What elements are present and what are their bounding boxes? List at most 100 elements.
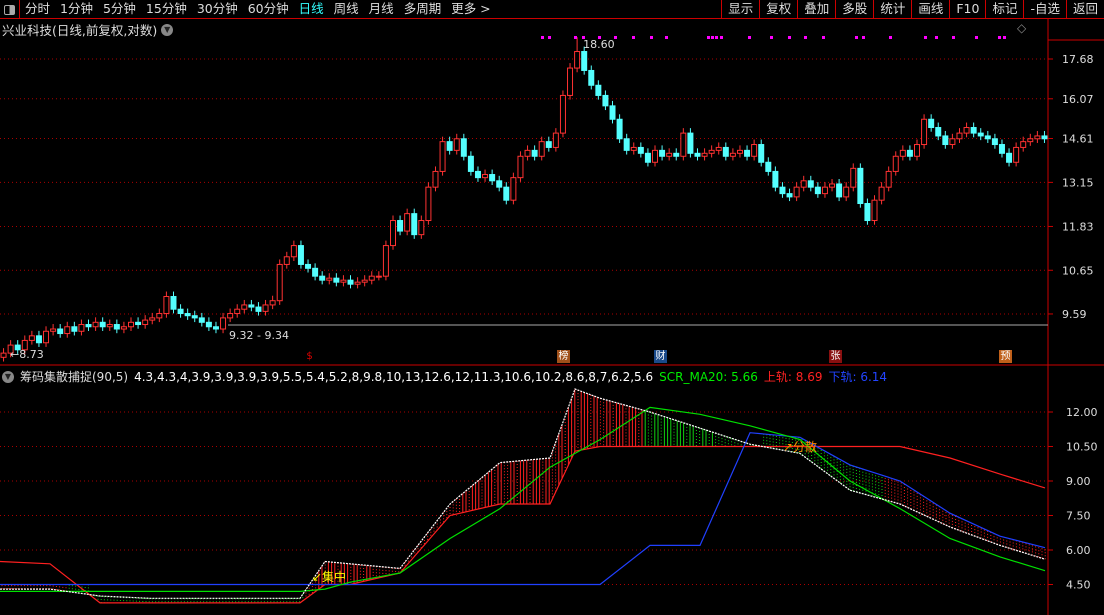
- signal-dot: [952, 36, 955, 39]
- candle: [921, 118, 928, 146]
- candle: [836, 183, 843, 198]
- candle: [28, 335, 35, 341]
- candle: [885, 170, 892, 188]
- tab-period[interactable]: 1分钟: [60, 1, 93, 16]
- candle: [319, 275, 326, 281]
- candle: [418, 220, 425, 236]
- candle: [821, 186, 828, 195]
- tab-period[interactable]: 多周期: [403, 1, 442, 16]
- event-marker[interactable]: $: [306, 351, 313, 362]
- candle: [772, 170, 779, 188]
- candle: [722, 146, 729, 157]
- toolbar-button[interactable]: -自选: [1023, 0, 1066, 19]
- toolbar-button[interactable]: 画线: [911, 0, 949, 19]
- candle: [120, 326, 127, 330]
- signal-dot: [998, 36, 1001, 39]
- candle: [800, 180, 807, 188]
- candle: [142, 319, 149, 326]
- chevron-down-icon[interactable]: ▼: [2, 370, 14, 383]
- tab-period[interactable]: 周线: [333, 1, 359, 16]
- candle: [191, 315, 198, 319]
- candle: [382, 245, 389, 277]
- tab-period[interactable]: 30分钟: [196, 1, 238, 16]
- toolbar-button[interactable]: 多股: [835, 0, 873, 19]
- candle: [184, 313, 191, 317]
- axis-label: 17.68: [1062, 53, 1094, 66]
- candle: [333, 277, 340, 283]
- candle: [970, 127, 977, 134]
- toolbar-button[interactable]: 复权: [759, 0, 797, 19]
- spread-annotation: ↗分散: [783, 439, 817, 454]
- tab-period[interactable]: 15分钟: [145, 1, 187, 16]
- candle: [340, 279, 347, 283]
- candle: [212, 326, 219, 330]
- sidebar-toggle-icon[interactable]: [0, 0, 20, 19]
- high-price-label: 18.60: [583, 38, 615, 51]
- stock-title: 兴业科技(日线,前复权,对数): [2, 23, 158, 38]
- candle: [602, 94, 609, 107]
- candle: [368, 275, 375, 281]
- candle: [248, 304, 255, 308]
- toolbar-button[interactable]: F10: [949, 0, 985, 19]
- candle: [64, 326, 71, 335]
- signal-dot: [822, 36, 825, 39]
- signal-dot: [804, 36, 807, 39]
- candle: [489, 174, 496, 182]
- candle: [687, 132, 694, 154]
- candle: [899, 149, 906, 157]
- candle: [864, 203, 871, 222]
- candle: [482, 174, 489, 179]
- signal-dot: [632, 36, 635, 39]
- toolbar-button[interactable]: 返回: [1065, 0, 1104, 19]
- chevron-down-icon[interactable]: ▼: [161, 23, 174, 36]
- candle: [878, 186, 885, 201]
- candle: [305, 263, 312, 269]
- candle: [680, 132, 687, 157]
- toolbar-button[interactable]: 显示: [721, 0, 759, 19]
- candle: [496, 180, 503, 188]
- tab-period[interactable]: 月线: [368, 1, 394, 16]
- candle: [857, 167, 864, 205]
- toolbar-button[interactable]: 标记: [985, 0, 1023, 19]
- candle: [290, 245, 297, 258]
- candle: [57, 328, 64, 335]
- candle: [779, 186, 786, 195]
- candle: [637, 146, 644, 154]
- focus-annotation: ↙集中: [312, 569, 346, 584]
- signal-dot: [541, 36, 544, 39]
- toolbar-button[interactable]: 叠加: [797, 0, 835, 19]
- tab-period[interactable]: 5分钟: [102, 1, 136, 16]
- tab-period[interactable]: 分时: [25, 1, 51, 16]
- toolbar-button[interactable]: 统计: [873, 0, 911, 19]
- candle: [170, 296, 177, 310]
- candle: [326, 277, 333, 281]
- candle: [35, 335, 42, 344]
- candle: [113, 324, 120, 330]
- candle: [1020, 141, 1027, 148]
- signal-dot: [665, 36, 668, 39]
- candle: [623, 138, 630, 151]
- candle: [149, 317, 156, 321]
- candle: [609, 105, 616, 120]
- event-marker[interactable]: 张: [829, 350, 842, 363]
- tab-period[interactable]: 日线: [298, 1, 324, 16]
- signal-dot: [715, 36, 718, 39]
- candle: [1041, 135, 1048, 140]
- candle: [991, 138, 998, 146]
- axis-label: 9.59: [1062, 308, 1087, 321]
- event-marker[interactable]: 预: [999, 350, 1012, 363]
- upper-value: 上轨: 8.69: [763, 370, 823, 384]
- tab-period[interactable]: 更多 >: [451, 1, 491, 16]
- candle: [432, 170, 439, 188]
- candle: [50, 328, 57, 332]
- axis-label: 6.00: [1066, 544, 1091, 557]
- event-marker[interactable]: 财: [654, 350, 667, 363]
- event-marker[interactable]: 榜: [557, 350, 570, 363]
- candle: [531, 149, 538, 157]
- candle: [963, 127, 970, 134]
- indicator-legend: ▼ 筹码集散捕捉(90,5) 4.3,4.3,4,3.9,3.9,3.9,3.9…: [2, 368, 887, 385]
- candle: [793, 186, 800, 198]
- tab-period[interactable]: 60分钟: [247, 1, 289, 16]
- candle: [744, 149, 751, 157]
